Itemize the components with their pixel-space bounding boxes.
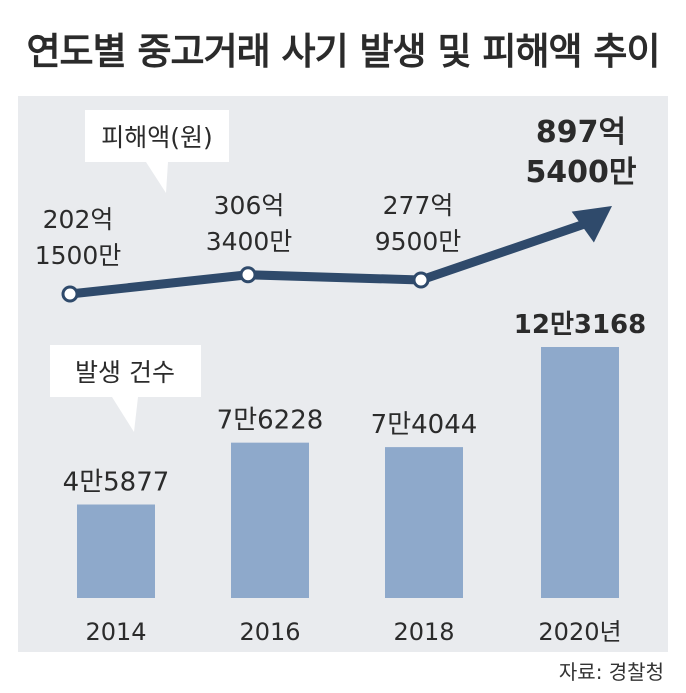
bar-2016 (231, 442, 309, 598)
line-point-2 (412, 271, 430, 289)
line-label-2-1: 9500만 (375, 227, 462, 256)
series-line-damage (65, 217, 594, 299)
line-label-1-1: 3400만 (206, 227, 293, 256)
line-label-0-0: 202억 (43, 205, 114, 234)
legend-label-cases: 발생 건수 (75, 358, 175, 387)
x-tick-label-0: 2014 (85, 618, 146, 646)
bar-2014 (77, 504, 155, 598)
line-label-3-0: 897억 (536, 115, 626, 150)
bar-label-2: 7만4044 (371, 410, 478, 440)
x-tick-label-2: 2018 (393, 618, 454, 646)
chart-title: 연도별 중고거래 사기 발생 및 피해액 추이 (26, 30, 661, 73)
bar-label-3: 12만3168 (514, 310, 646, 340)
source-note: 자료: 경찰청 (558, 660, 664, 684)
bar-label-1: 7만6228 (217, 406, 324, 436)
x-tick-label-1: 2016 (239, 618, 300, 646)
bar-label-0: 4만5877 (63, 468, 170, 498)
legend-callout-cases (50, 345, 201, 432)
line-label-1-0: 306억 (214, 191, 285, 220)
x-tick-label-3: 2020년 (538, 618, 621, 646)
line-point-0 (61, 285, 79, 303)
bar-2020년 (541, 347, 619, 598)
line-point-1 (239, 266, 257, 284)
legend-label-damage: 피해액(원) (101, 123, 213, 152)
bar-2018 (385, 447, 463, 598)
legend-callout-damage (85, 110, 229, 193)
line-label-3-1: 5400만 (525, 155, 636, 190)
arrow-head-icon (571, 206, 612, 243)
line-label-0-1: 1500만 (35, 241, 122, 270)
line-label-2-0: 277억 (383, 191, 454, 220)
